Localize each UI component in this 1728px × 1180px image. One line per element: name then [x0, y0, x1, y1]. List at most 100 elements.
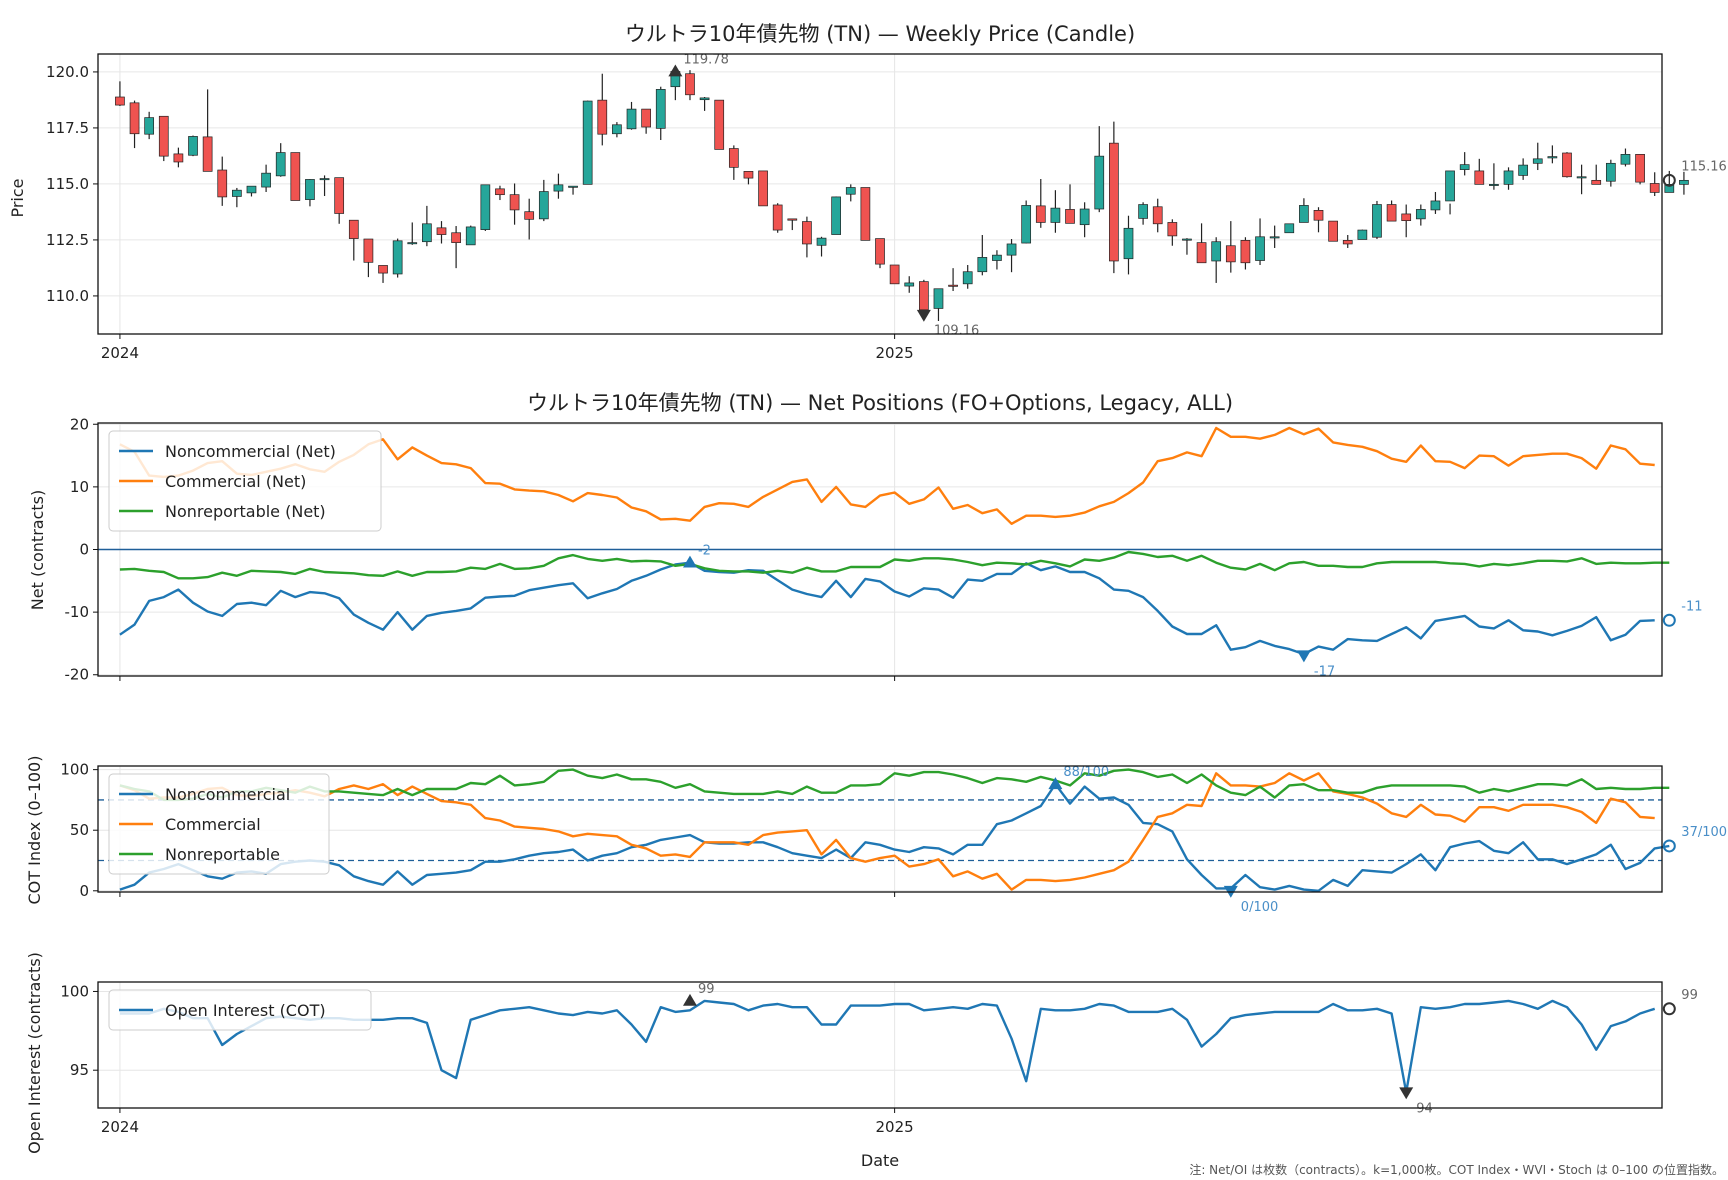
candle: [290, 152, 301, 201]
candle-body-down: [1328, 220, 1338, 242]
min-value-label: 109.16: [934, 324, 980, 339]
candle: [436, 221, 447, 244]
y-tick-label: 0: [79, 882, 89, 900]
candle: [1445, 170, 1455, 215]
legend-label: Commercial (Net): [165, 472, 306, 491]
min-marker: [1296, 650, 1311, 663]
candle-body-down: [1109, 142, 1119, 262]
candle-body-up: [1518, 164, 1528, 176]
candle-body-down: [787, 218, 798, 221]
y-tick-label: 112.5: [46, 231, 89, 249]
candle: [1167, 219, 1178, 246]
y-tick-label: 50: [70, 821, 89, 839]
candle-body-up: [1605, 162, 1616, 182]
candle-body-up: [480, 184, 491, 230]
candle: [1532, 142, 1543, 171]
candle-body-down: [1401, 213, 1412, 222]
cot-index-panel: COT Index (0–100) 0 50 100 88/100 0/100 37/1…: [25, 756, 1727, 915]
candle: [919, 279, 929, 315]
min-value-label: 94: [1416, 1101, 1433, 1116]
candle: [641, 108, 651, 134]
y-tick-label: 120.0: [46, 63, 89, 81]
candle-body-up: [246, 185, 257, 194]
candle-body-down: [436, 227, 447, 235]
candle-body-up: [553, 184, 564, 192]
candle-body-down: [1225, 245, 1236, 263]
legend-box: [108, 430, 382, 532]
candle-body-down: [1035, 205, 1046, 223]
x-tick-label: 2024: [101, 1118, 139, 1136]
candle: [904, 276, 915, 293]
cot-annotations: 88/100 0/100 37/100: [1048, 765, 1727, 915]
price-plot-frame: [97, 53, 1663, 335]
candle-body-down: [509, 194, 520, 211]
candle-body-up: [1269, 236, 1280, 239]
candle-body-up: [845, 187, 856, 195]
net-x-ticks: [119, 676, 896, 681]
candle: [889, 264, 900, 285]
candle: [246, 185, 257, 197]
price-annotations: 119.78 109.16 115.16: [668, 52, 1727, 339]
candle: [495, 185, 505, 201]
legend-label: Open Interest (COT): [165, 1001, 326, 1020]
candle: [568, 185, 578, 195]
legend-label: Noncommercial: [165, 785, 290, 804]
candle-body-up: [1123, 227, 1134, 260]
candle: [1035, 178, 1046, 228]
candle-body-down: [495, 188, 505, 196]
candle: [363, 238, 374, 278]
candle-body-down: [1386, 204, 1397, 222]
x-tick-label: 2025: [876, 344, 914, 362]
candle: [392, 238, 403, 278]
candle: [1313, 207, 1324, 233]
candle-body-down: [1065, 209, 1075, 224]
candle: [845, 184, 856, 202]
candle: [1518, 158, 1528, 180]
candle-body-down: [1152, 206, 1163, 225]
y-tick-label: 115.0: [46, 175, 89, 193]
candle: [1152, 198, 1163, 233]
x-tick-label: 2025: [876, 1118, 914, 1136]
candle-body-down: [1474, 170, 1485, 185]
candle-body-up: [465, 226, 476, 246]
candle-body-up: [1576, 176, 1587, 179]
candle-body-up: [1357, 229, 1368, 240]
candle: [977, 234, 988, 276]
candle-body-up: [275, 152, 286, 177]
candle: [232, 187, 242, 208]
candle-body-up: [538, 191, 549, 220]
legend-label: Commercial: [165, 815, 261, 834]
candle: [1415, 204, 1426, 226]
candle-body-down: [378, 265, 388, 274]
candle-body-down: [1167, 222, 1178, 237]
net-legend: Noncommercial (Net) Commercial (Net) Nonre…: [108, 430, 382, 532]
candle: [129, 100, 140, 149]
candle: [158, 115, 169, 162]
candle: [1211, 237, 1222, 283]
price-panel: ウルトラ10年債先物 (TN) — Weekly Price (Candle) …: [8, 22, 1727, 362]
net-y-axis-label: Net (contracts): [28, 490, 47, 610]
open-interest-panel: Open Interest (contracts) Date 95 100 202…: [25, 952, 1698, 1170]
candle-body-up: [1503, 170, 1514, 185]
max-value-label: 88/100: [1063, 765, 1109, 780]
candle: [509, 183, 520, 225]
candle: [699, 97, 710, 111]
candle: [860, 187, 871, 241]
candle-body-up: [1138, 204, 1148, 219]
candle-body-up: [407, 242, 418, 245]
candle: [802, 216, 812, 258]
oi-series-lines: [119, 999, 1656, 1094]
candle: [1196, 223, 1207, 264]
legend-label: Noncommercial (Net): [165, 442, 336, 461]
candle: [1562, 152, 1572, 178]
price-chart-title: ウルトラ10年債先物 (TN) — Weekly Price (Candle): [625, 22, 1135, 46]
candle-body-up: [392, 240, 403, 275]
candle-body-up: [1547, 156, 1558, 159]
candle: [1547, 145, 1558, 164]
candle-body-down: [1313, 210, 1324, 221]
candle: [407, 222, 418, 245]
candle: [1605, 159, 1616, 187]
candle: [1649, 172, 1660, 197]
net-chart-title: ウルトラ10年債先物 (TN) — Net Positions (FO+Opti…: [527, 391, 1233, 415]
candle-body-up: [962, 271, 973, 285]
